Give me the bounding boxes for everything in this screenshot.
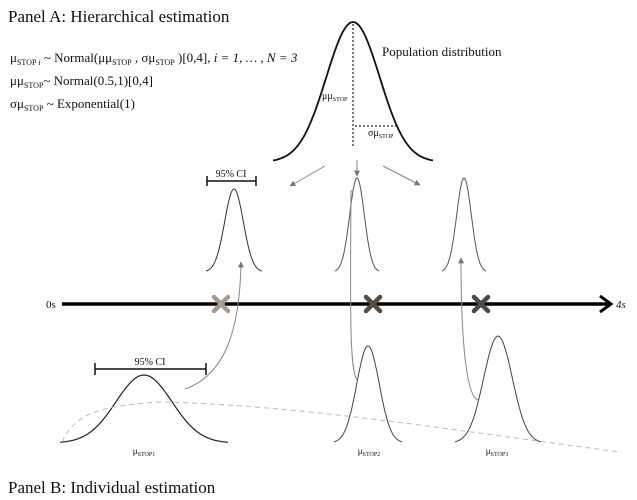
arrow-individual-2-up — [350, 189, 358, 381]
estimate-x-mark-icon — [363, 294, 383, 314]
formula-sigma-mu-stop: σμSTOP ~ Exponential(1) — [10, 96, 135, 113]
lower-ci-label: 95% CI — [135, 357, 166, 368]
mu-stop2-label: μSTOP2 — [358, 446, 380, 458]
axis-start-label: 0s — [46, 299, 56, 311]
formula-mu-stop-i: μSTOP i ~ Normal(μμSTOP , σμSTOP )[0,4],… — [10, 50, 298, 67]
arrow-to-individual-3 — [382, 165, 421, 186]
mu-stop1-label: μSTOP1 — [133, 446, 155, 458]
lower-individual-curve-2 — [333, 345, 403, 443]
estimate-x-mark-icon — [471, 294, 491, 314]
arrow-individual-3-up — [458, 257, 479, 401]
sd-label: σμSTOP — [368, 128, 394, 140]
axis-end-label: 4s — [616, 299, 626, 311]
mu-stop3-label: μSTOP3 — [486, 446, 508, 458]
arrow-individual-1-up — [184, 261, 244, 390]
estimate-x-mark-icon — [211, 294, 231, 314]
mean-label: μμSTOP — [322, 91, 348, 103]
distribution-curves — [59, 21, 542, 443]
upper-individual-curve-2 — [334, 177, 380, 272]
population-distribution-label: Population distribution — [382, 44, 502, 59]
prior-dashed-curve — [61, 401, 621, 453]
population-distribution-curve — [272, 21, 434, 162]
arrow-to-individual-1 — [289, 165, 326, 187]
axis-arrowhead-icon — [599, 294, 614, 314]
upper-individual-curve-1 — [205, 188, 263, 272]
panel-b-title: Panel B: Individual estimation — [8, 478, 216, 497]
lower-ci-bar — [94, 363, 207, 375]
upper-individual-curve-3 — [441, 177, 487, 272]
lower-individual-curve-3 — [454, 335, 542, 443]
formula-mu-mu-stop: μμSTOP~ Normal(0.5,1)[0,4] — [10, 73, 153, 90]
upper-ci-label: 95% CI — [216, 169, 247, 180]
upper-ci-bar — [206, 176, 257, 186]
panel-a-title: Panel A: Hierarchical estimation — [8, 7, 230, 26]
lower-individual-curve-1 — [59, 374, 229, 443]
